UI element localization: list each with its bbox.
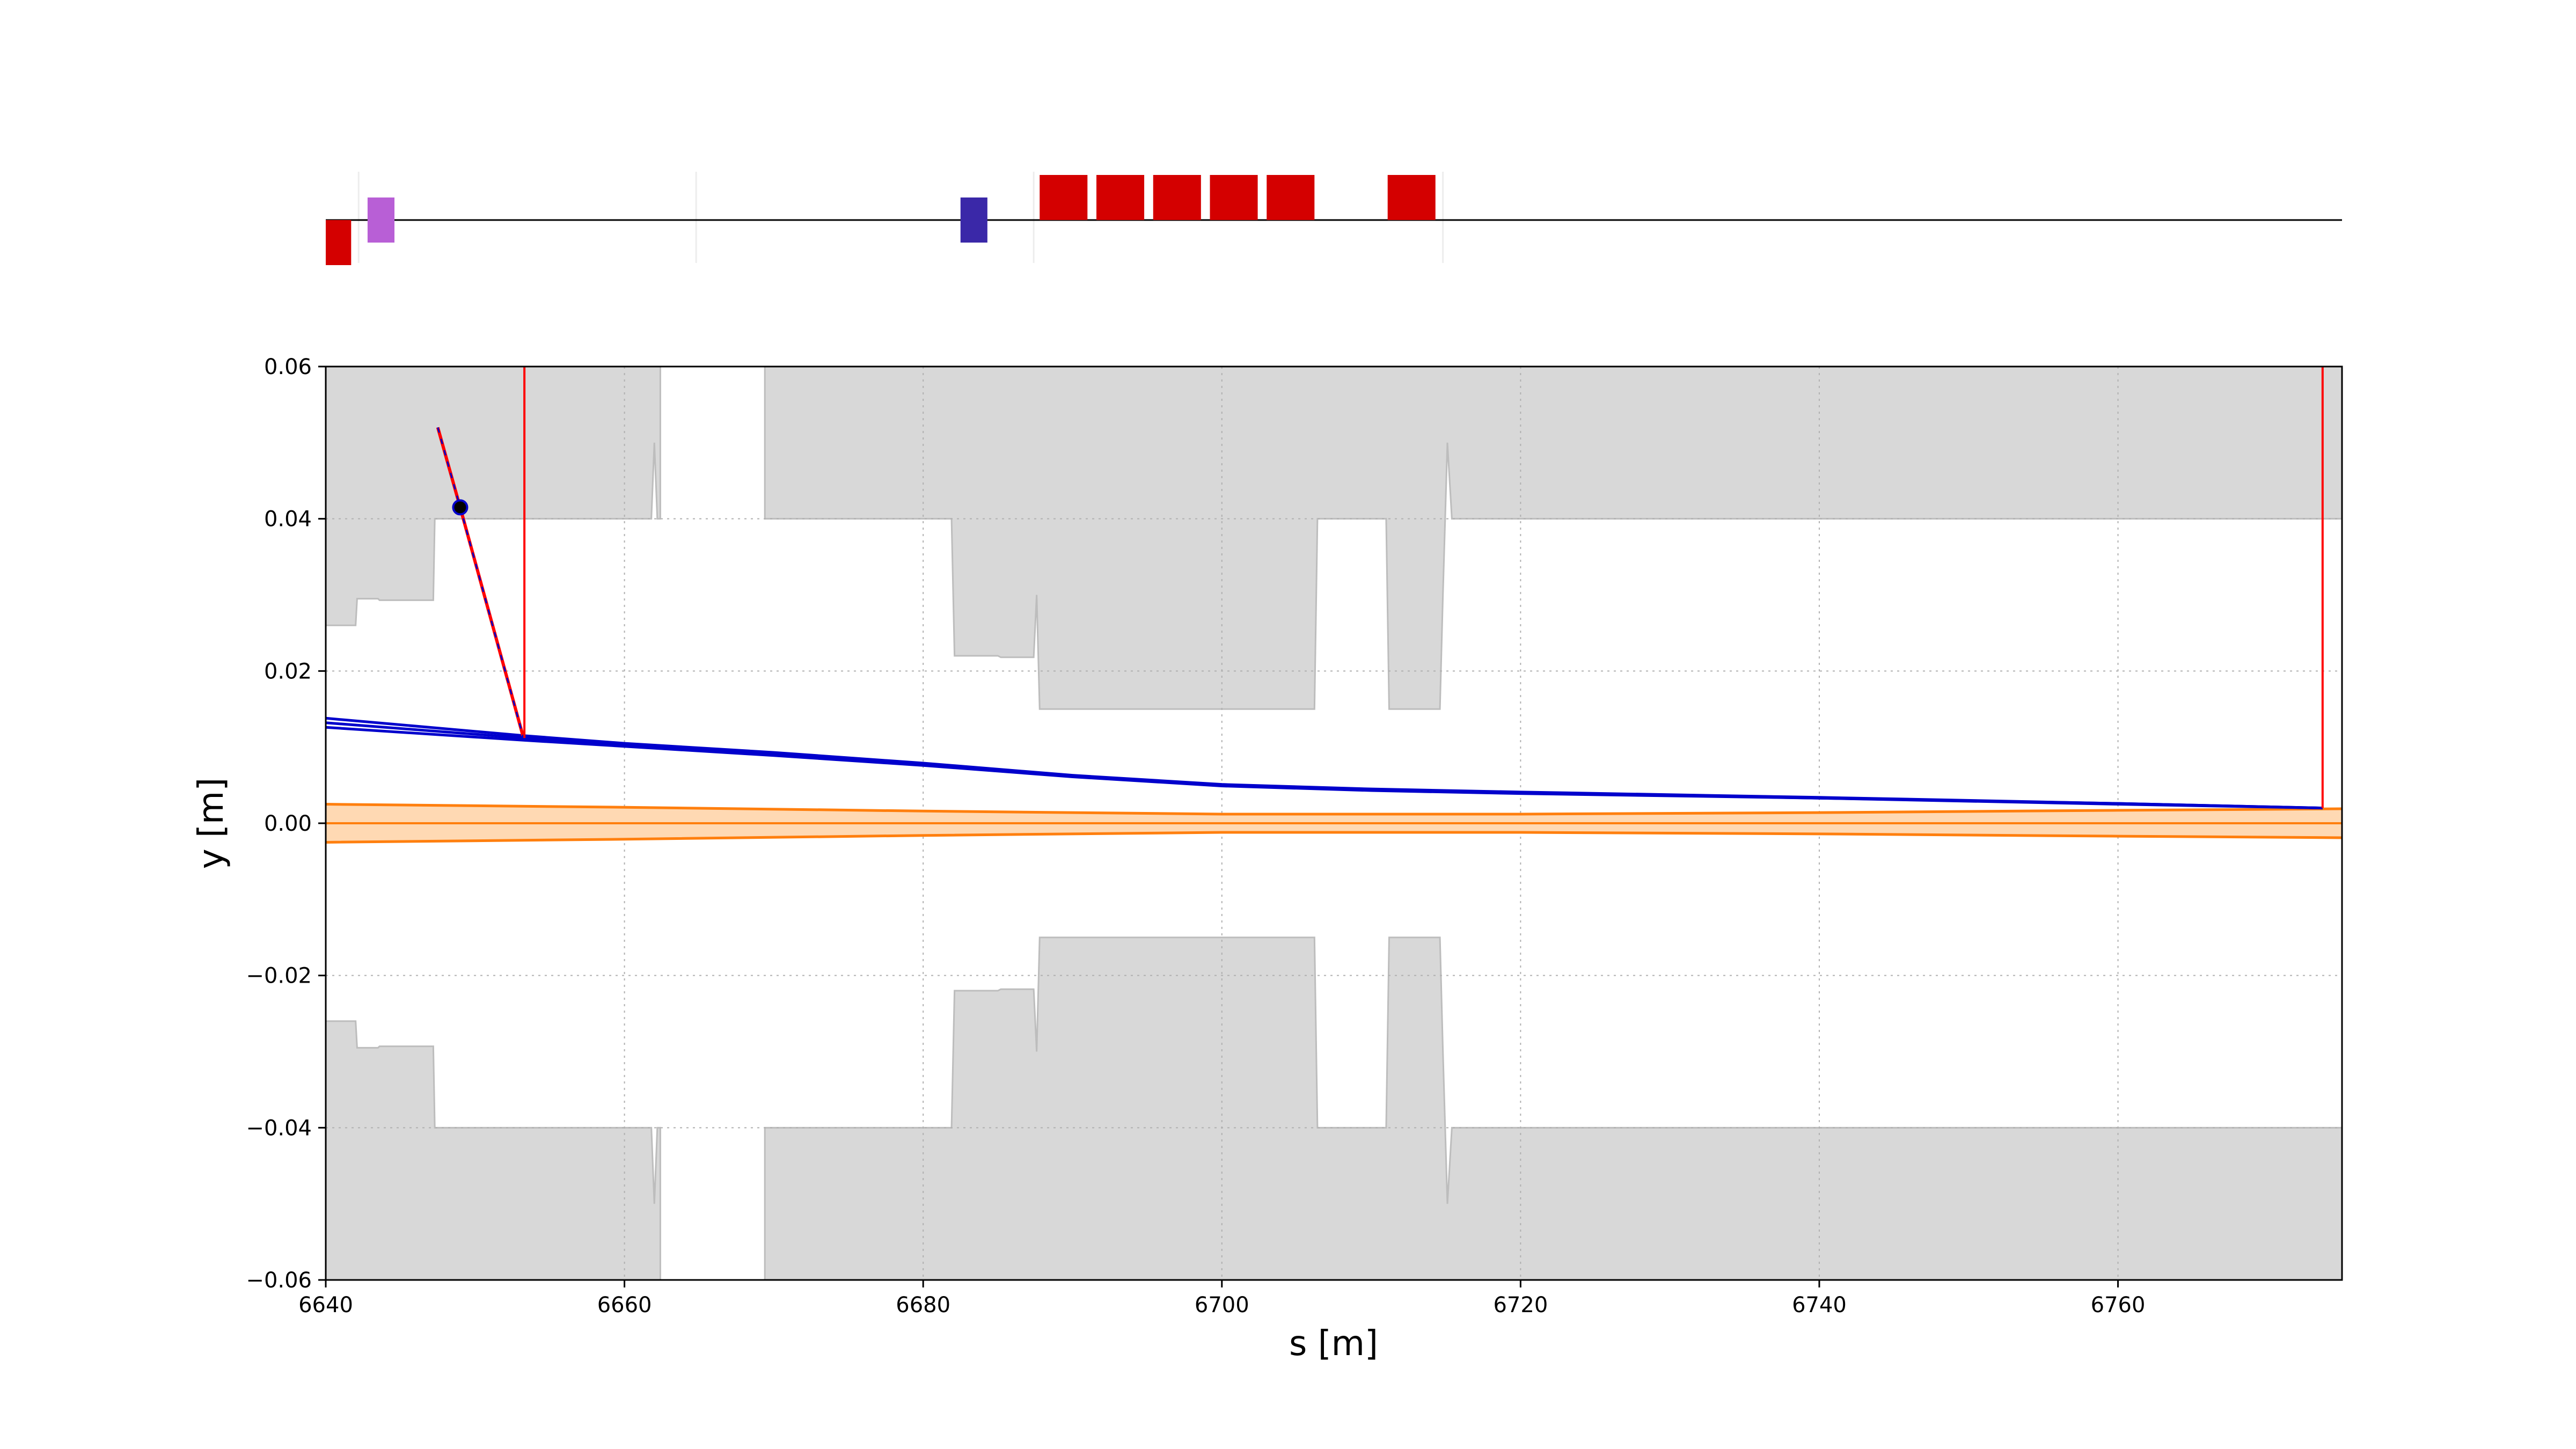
beam-envelope xyxy=(326,803,2342,844)
secondary-point xyxy=(452,499,469,516)
y-tick-label: −0.06 xyxy=(246,1268,312,1293)
trajectory-line-1 xyxy=(326,716,2323,810)
x-tick-label: 6700 xyxy=(1195,1293,1249,1318)
y-tick-label: −0.02 xyxy=(246,964,312,989)
plot-area xyxy=(326,367,2342,1280)
x-tick-label: 6640 xyxy=(298,1293,353,1318)
lattice-dipole xyxy=(1210,175,1258,220)
x-tick-label: 6680 xyxy=(896,1293,950,1318)
x-tick-label: 6720 xyxy=(1493,1293,1548,1318)
aperture-upper xyxy=(326,367,2342,710)
aperture-regions xyxy=(326,367,2342,1280)
y-tick-label: 0.02 xyxy=(264,659,312,684)
x-tick-label: 6760 xyxy=(2091,1293,2146,1318)
trajectory-lines xyxy=(326,427,2323,810)
x-tick-label: 6660 xyxy=(597,1293,652,1318)
beam-envelope-upper xyxy=(326,803,2342,816)
x-axis-label: s [m] xyxy=(1289,1324,1378,1364)
beam-envelope-lower xyxy=(326,831,2342,844)
marker-lines xyxy=(523,367,2324,808)
aperture-lower xyxy=(326,936,2342,1280)
y-tick-label: 0.04 xyxy=(264,507,312,532)
y-tick-label: 0.06 xyxy=(264,355,312,379)
lattice-quadrupole xyxy=(960,197,987,243)
lattice-strip xyxy=(326,172,2342,265)
y-axis: −0.06 −0.04 −0.02 0.00 0.02 0.04 0.06 xyxy=(246,355,326,1293)
lattice-sextupole xyxy=(367,197,395,243)
trajectory-line-2 xyxy=(326,721,2323,810)
y-tick-label: 0.00 xyxy=(264,811,312,836)
x-axis: 6640 6660 6680 6700 6720 6740 6760 xyxy=(298,1280,2145,1318)
trajectory-line-3 xyxy=(326,726,2323,810)
x-tick-label: 6740 xyxy=(1792,1293,1847,1318)
lattice-dipole xyxy=(1387,175,1436,220)
y-axis-label: y [m] xyxy=(192,778,231,869)
y-tick-label: −0.04 xyxy=(246,1116,312,1140)
lattice-dipole xyxy=(1040,175,1088,220)
lattice-dipole xyxy=(1267,175,1315,220)
lattice-dipole xyxy=(1096,175,1145,220)
lattice-dipole xyxy=(1153,175,1201,220)
lattice-dipole xyxy=(326,220,352,265)
